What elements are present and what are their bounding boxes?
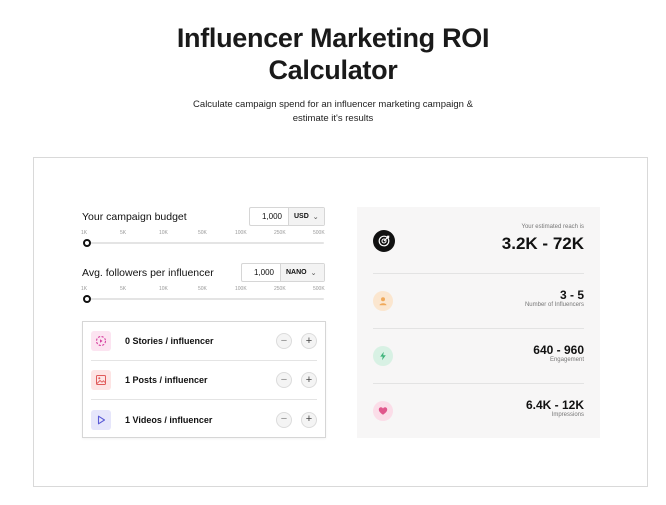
result-reach: Your estimated reach is 3.2K - 72K (373, 213, 584, 274)
chevron-down-icon: ⌄ (310, 269, 317, 277)
budget-tick: 1K (81, 230, 88, 236)
budget-tick: 100K (235, 230, 247, 236)
posts-decrement-button[interactable]: − (276, 372, 292, 388)
videos-label: 1 Videos / influencer (125, 414, 213, 425)
result-influencers: 3 - 5 Number of Influencers (373, 274, 584, 329)
budget-slider-thumb[interactable] (83, 239, 91, 247)
calculator-card: Your campaign budget 1,000 USD ⌄ 1K 5K 1… (33, 157, 648, 487)
influencers-text: 3 - 5 Number of Influencers (525, 288, 584, 308)
list-item-stories: 0 Stories / influencer − + (91, 322, 317, 361)
budget-field-row: Your campaign budget 1,000 USD ⌄ (82, 207, 326, 227)
engagement-label: Engagement (549, 357, 584, 363)
budget-tick: 10K (159, 230, 168, 236)
budget-input[interactable]: 1,000 (250, 208, 289, 225)
budget-slider-ticks: 1K 5K 10K 50K 100K 250K 500K (81, 230, 327, 237)
impressions-value: 6.4K - 12K (525, 398, 584, 412)
followers-field-row: Avg. followers per influencer 1,000 NANO… (82, 263, 326, 283)
results-panel: Your estimated reach is 3.2K - 72K 3 - 5… (357, 207, 600, 438)
followers-tick: 100K (235, 286, 247, 292)
influencers-label: Number of Influencers (524, 302, 584, 308)
engagement-value: 640 - 960 (533, 343, 584, 357)
followers-label: Avg. followers per influencer (82, 267, 214, 279)
followers-tick: 1K (81, 286, 88, 292)
followers-slider-ticks: 1K 5K 10K 50K 100K 250K 500K (81, 286, 327, 293)
followers-tick: 10K (159, 286, 168, 292)
budget-tick: 500K (313, 230, 325, 236)
currency-select-value: USD (294, 213, 309, 220)
page-title-line-1: Influencer Marketing ROI (176, 23, 490, 53)
stories-decrement-button[interactable]: − (276, 333, 292, 349)
tier-select[interactable]: NANO ⌄ (281, 264, 324, 281)
followers-tick: 500K (313, 286, 325, 292)
followers-slider-thumb[interactable] (83, 295, 91, 303)
followers-tick: 50K (198, 286, 207, 292)
stories-icon (91, 331, 111, 351)
followers-tick: 250K (274, 286, 286, 292)
target-icon (373, 230, 395, 252)
list-item-posts: 1 Posts / influencer − + (91, 361, 317, 400)
list-item-videos: 1 Videos / influencer − + (91, 400, 317, 439)
play-icon (91, 409, 111, 430)
stories-increment-button[interactable]: + (301, 333, 317, 349)
user-icon (373, 291, 393, 311)
budget-tick: 5K (120, 230, 127, 236)
bolt-icon (373, 346, 393, 366)
page-title: Influencer Marketing ROI Calculator (0, 22, 666, 86)
budget-tick: 250K (274, 230, 286, 236)
reach-value: 3.2K - 72K (501, 234, 584, 253)
result-engagement: 640 - 960 Engagement (373, 329, 584, 384)
impressions-label: Impressions (551, 412, 584, 418)
impressions-text: 6.4K - 12K Impressions (526, 398, 584, 418)
influencers-value: 3 - 5 (559, 288, 584, 302)
followers-input-group: 1,000 NANO ⌄ (241, 263, 325, 282)
followers-tick: 5K (120, 286, 127, 292)
posts-increment-button[interactable]: + (301, 372, 317, 388)
budget-tick: 50K (198, 230, 207, 236)
reach-text: Your estimated reach is 3.2K - 72K (502, 224, 584, 254)
followers-slider[interactable]: 1K 5K 10K 50K 100K 250K 500K (81, 286, 327, 306)
budget-label: Your campaign budget (82, 211, 187, 223)
reach-caption: Your estimated reach is (521, 224, 584, 230)
budget-input-group: 1,000 USD ⌄ (249, 207, 325, 226)
stories-label: 0 Stories / influencer (125, 336, 214, 346)
videos-increment-button[interactable]: + (301, 411, 317, 428)
image-icon (91, 370, 111, 390)
heart-icon (373, 401, 393, 421)
engagement-text: 640 - 960 Engagement (533, 343, 584, 363)
chevron-down-icon: ⌄ (312, 213, 319, 221)
videos-decrement-button[interactable]: − (276, 411, 292, 428)
content-type-list: 0 Stories / influencer − + 1 Posts / inf… (82, 321, 326, 438)
budget-slider[interactable]: 1K 5K 10K 50K 100K 250K 500K (81, 230, 327, 250)
page-title-line-2: Calculator (268, 55, 398, 85)
tier-select-value: NANO (286, 269, 307, 276)
followers-slider-track[interactable] (87, 298, 324, 300)
page-subtitle: Calculate campaign spend for an influenc… (193, 99, 473, 124)
currency-select[interactable]: USD ⌄ (289, 208, 324, 225)
budget-slider-track[interactable] (87, 242, 324, 244)
result-impressions: 6.4K - 12K Impressions (373, 384, 584, 439)
followers-input[interactable]: 1,000 (242, 264, 281, 281)
posts-label: 1 Posts / influencer (125, 375, 208, 385)
